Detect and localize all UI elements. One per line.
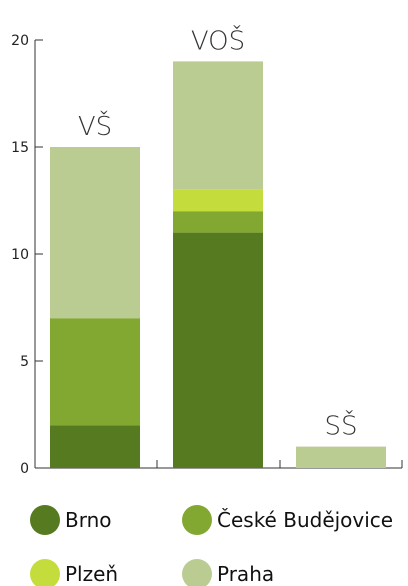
legend-label: Plzeň: [65, 562, 118, 586]
y-tick-label: 15: [11, 140, 29, 156]
legend: Brno České Budějovice Plzeň Praha: [30, 505, 393, 586]
legend-swatch: [182, 505, 212, 535]
bar-segment: [50, 147, 140, 319]
legend-label: Brno: [65, 508, 112, 532]
y-axis: 0 5 10 15 20: [11, 33, 43, 477]
bar-segment: [296, 446, 386, 468]
bars: [50, 61, 386, 468]
y-tick-label: 5: [20, 354, 29, 370]
category-label: VOŠ: [191, 24, 245, 56]
category-labels: VŠ VOŠ SŠ: [78, 24, 358, 441]
bar-segment: [173, 189, 263, 212]
bar-segment: [50, 318, 140, 426]
legend-swatch: [30, 559, 60, 586]
category-label: SŠ: [324, 410, 357, 442]
bar-segment: [173, 211, 263, 233]
bar-segment: [173, 61, 263, 190]
bar-segment: [50, 425, 140, 468]
legend-swatch: [182, 559, 212, 586]
y-tick-label: 10: [11, 247, 29, 263]
legend-swatch: [30, 505, 60, 535]
category-label: VŠ: [78, 110, 112, 142]
legend-label: České Budějovice: [217, 508, 393, 532]
y-tick-label: 0: [20, 461, 29, 477]
legend-label: Praha: [217, 562, 274, 586]
y-tick-label: 20: [11, 33, 29, 49]
bar-segment: [173, 232, 263, 468]
